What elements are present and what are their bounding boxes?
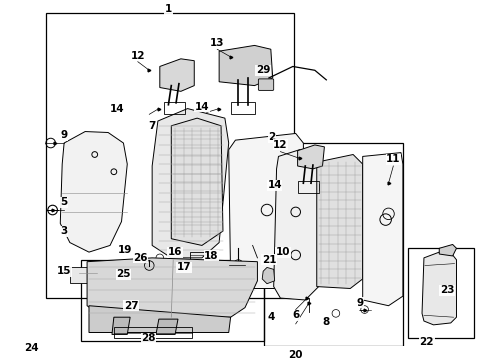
Bar <box>407 248 473 338</box>
Polygon shape <box>316 154 362 288</box>
Polygon shape <box>438 244 455 256</box>
Text: 12: 12 <box>130 51 145 61</box>
Text: 12: 12 <box>273 140 287 150</box>
Polygon shape <box>112 317 130 334</box>
Polygon shape <box>89 306 230 333</box>
Text: 8: 8 <box>322 317 329 327</box>
Text: 16: 16 <box>167 247 182 257</box>
Text: 28: 28 <box>141 333 155 343</box>
Bar <box>297 181 318 193</box>
Text: 14: 14 <box>109 104 124 113</box>
Polygon shape <box>152 109 228 258</box>
Text: 2: 2 <box>267 132 275 142</box>
Bar <box>70 267 108 283</box>
Bar <box>46 13 293 298</box>
Text: 14: 14 <box>267 180 282 190</box>
Bar <box>163 102 184 114</box>
Bar <box>114 327 192 338</box>
Polygon shape <box>219 45 272 86</box>
Text: 25: 25 <box>116 269 130 279</box>
Text: 24: 24 <box>24 343 39 353</box>
Text: 27: 27 <box>123 301 138 311</box>
Bar <box>264 143 402 346</box>
Polygon shape <box>156 319 178 334</box>
Text: 9: 9 <box>356 298 363 308</box>
Polygon shape <box>262 267 274 284</box>
Text: 4: 4 <box>266 312 274 322</box>
FancyBboxPatch shape <box>258 79 273 90</box>
Polygon shape <box>297 145 324 169</box>
Text: 10: 10 <box>275 247 290 257</box>
Bar <box>230 102 254 114</box>
Text: 3: 3 <box>61 226 68 236</box>
Polygon shape <box>273 150 321 300</box>
Polygon shape <box>171 118 223 246</box>
Text: 18: 18 <box>204 251 218 261</box>
Text: 17: 17 <box>176 262 191 273</box>
Text: 15: 15 <box>57 266 71 276</box>
Text: 22: 22 <box>419 337 433 347</box>
Text: 11: 11 <box>385 154 400 164</box>
Text: 13: 13 <box>209 39 224 49</box>
Bar <box>81 260 264 341</box>
Text: 21: 21 <box>261 255 276 265</box>
Polygon shape <box>228 134 305 288</box>
Polygon shape <box>60 131 127 252</box>
Polygon shape <box>421 252 455 325</box>
Text: 29: 29 <box>255 65 270 75</box>
Text: 23: 23 <box>439 285 453 296</box>
Text: 7: 7 <box>148 121 156 131</box>
Polygon shape <box>160 59 194 91</box>
Polygon shape <box>362 153 402 306</box>
Polygon shape <box>87 258 257 319</box>
Text: 19: 19 <box>118 245 132 255</box>
Bar <box>190 252 211 267</box>
Text: 26: 26 <box>133 253 147 263</box>
Text: 1: 1 <box>164 4 172 14</box>
Text: 6: 6 <box>291 310 299 320</box>
Text: 5: 5 <box>61 197 68 207</box>
Text: 14: 14 <box>194 102 209 112</box>
Text: 9: 9 <box>61 130 67 140</box>
Text: 20: 20 <box>288 351 303 360</box>
